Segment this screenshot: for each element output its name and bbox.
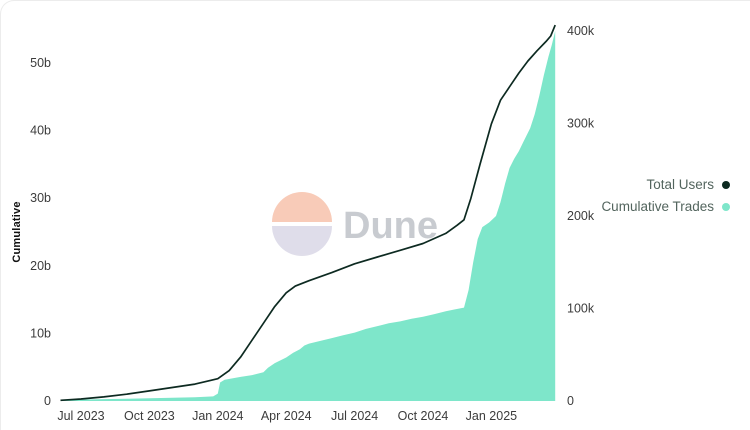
legend-dot-cumulative-trades bbox=[722, 202, 730, 211]
legend-item-cumulative-trades[interactable]: Cumulative Trades bbox=[580, 199, 730, 214]
left-axis-tick: 20b bbox=[30, 259, 51, 273]
dune-watermark: Dune bbox=[272, 192, 438, 256]
right-axis-tick: 100k bbox=[567, 302, 595, 316]
right-axis-tick: 400k bbox=[567, 24, 595, 38]
right-axis-tick: 0 bbox=[567, 394, 574, 408]
x-axis-tick: Jul 2023 bbox=[57, 409, 104, 423]
left-axis-tick: 10b bbox=[30, 326, 51, 340]
legend-label-total-users: Total Users bbox=[646, 177, 714, 192]
total-users-line bbox=[60, 24, 556, 402]
legend-item-total-users[interactable]: Total Users bbox=[580, 177, 730, 192]
legend-dot-total-users bbox=[722, 180, 730, 189]
chart-legend: Total Users Cumulative Trades bbox=[580, 177, 750, 214]
right-axis-tick: 300k bbox=[567, 117, 595, 131]
right-axis-tick: 200k bbox=[567, 209, 595, 223]
x-axis-tick: Oct 2024 bbox=[398, 409, 449, 423]
left-axis-tick: 50b bbox=[30, 56, 51, 70]
dune-logo-top-half bbox=[272, 192, 332, 222]
legend-label-cumulative-trades: Cumulative Trades bbox=[601, 199, 714, 214]
left-axis-tick: 30b bbox=[30, 191, 51, 205]
x-axis-tick: Jan 2025 bbox=[466, 409, 517, 423]
x-axis-tick: Jan 2024 bbox=[192, 409, 243, 423]
left-axis-tick: 40b bbox=[30, 124, 51, 138]
cumulative-trades-area bbox=[60, 31, 556, 401]
x-axis-tick: Apr 2024 bbox=[261, 409, 312, 423]
dune-logo-bottom-half bbox=[272, 226, 332, 256]
y-axis-label: Cumulative bbox=[11, 201, 23, 263]
left-axis-tick: 0 bbox=[44, 394, 51, 408]
dune-watermark-text: Dune bbox=[343, 205, 438, 247]
x-axis-tick: Jul 2024 bbox=[331, 409, 378, 423]
x-axis-tick: Oct 2023 bbox=[124, 409, 175, 423]
